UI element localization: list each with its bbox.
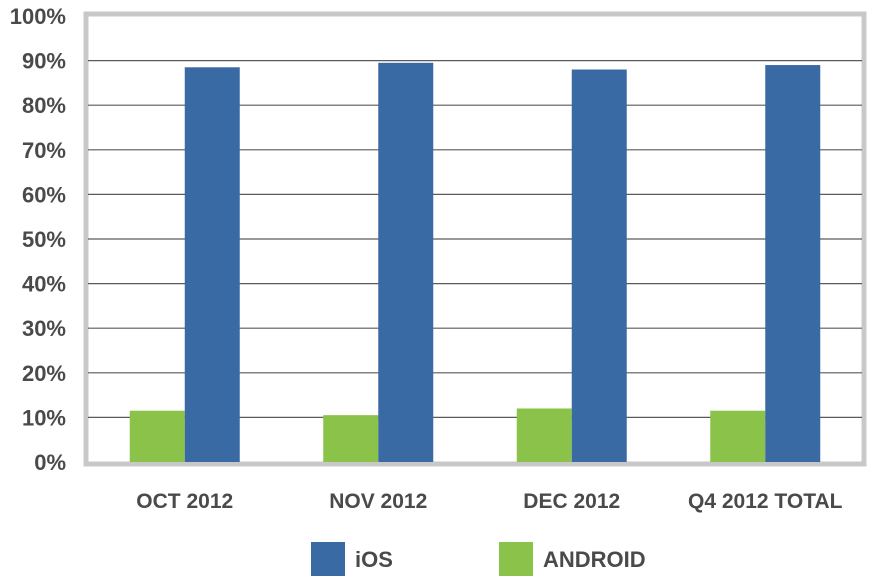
bars bbox=[129, 62, 821, 463]
bar-android bbox=[129, 410, 185, 462]
y-tick-label: 10% bbox=[22, 405, 66, 430]
x-category-label: NOV 2012 bbox=[329, 490, 427, 513]
legend: iOS ANDROID bbox=[311, 542, 646, 576]
y-tick-label: 60% bbox=[22, 182, 66, 207]
x-category-label: Q4 2012 TOTAL bbox=[688, 490, 843, 513]
y-tick-label: 50% bbox=[22, 227, 66, 252]
bar-android bbox=[323, 415, 379, 462]
y-tick-label: 20% bbox=[22, 361, 66, 386]
x-axis-categories: OCT 2012 NOV 2012 DEC 2012 Q4 2012 TOTAL bbox=[136, 490, 842, 513]
bar-android bbox=[710, 410, 766, 462]
bar-ios bbox=[184, 67, 240, 462]
legend-swatch-android bbox=[499, 542, 533, 576]
y-tick-label: 90% bbox=[22, 49, 66, 74]
y-tick-label: 0% bbox=[34, 450, 66, 475]
bar-ios bbox=[378, 62, 434, 463]
y-tick-label: 40% bbox=[22, 272, 66, 297]
y-tick-label: 70% bbox=[22, 138, 66, 163]
plot-frame bbox=[83, 11, 867, 467]
bar-ios bbox=[571, 69, 627, 463]
x-category-label: OCT 2012 bbox=[136, 490, 233, 513]
x-category-label: DEC 2012 bbox=[523, 490, 620, 513]
y-tick-label: 100% bbox=[10, 4, 66, 29]
bar-android bbox=[516, 408, 572, 462]
y-axis-ticks: 0% 10% 20% 30% 40% 50% 60% 70% 80% 90% 100% bbox=[10, 4, 66, 475]
legend-label-ios: iOS bbox=[355, 547, 393, 572]
y-tick-label: 80% bbox=[22, 93, 66, 118]
legend-label-android: ANDROID bbox=[543, 547, 646, 572]
bar-ios bbox=[765, 65, 821, 462]
y-tick-label: 30% bbox=[22, 316, 66, 341]
legend-swatch-ios bbox=[311, 542, 345, 576]
